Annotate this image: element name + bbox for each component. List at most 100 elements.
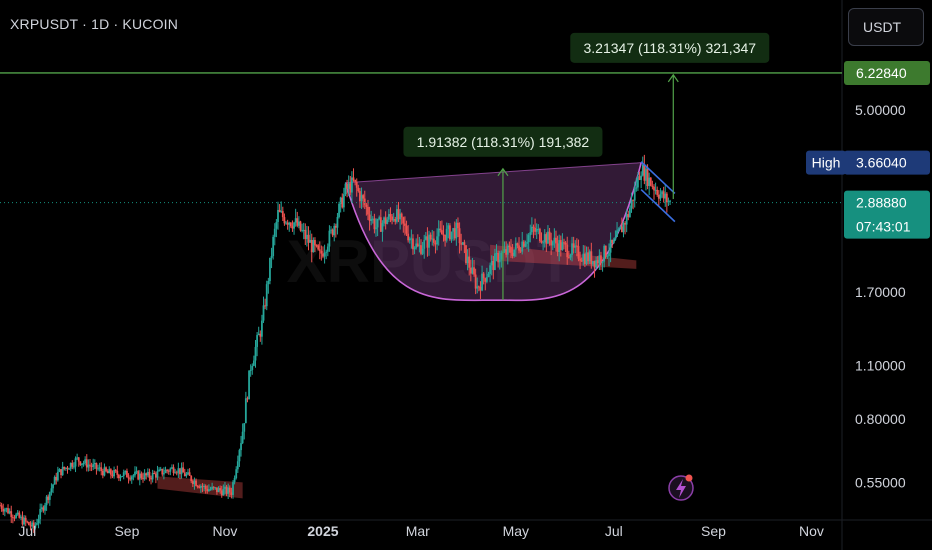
candle-body-319 [511, 252, 514, 256]
candle-body-336 [539, 228, 541, 242]
candle-body-232 [371, 218, 374, 220]
candle-body-189 [302, 229, 305, 231]
candle-body-153 [244, 398, 247, 424]
candle-body-297 [476, 286, 479, 289]
candle-body-135 [216, 487, 218, 493]
candle-body-147 [235, 469, 238, 479]
candle-body-310 [497, 253, 500, 263]
candle-body-57 [90, 465, 93, 467]
candle-body-291 [466, 256, 469, 264]
candle-body-366 [587, 252, 590, 262]
candle-body-252 [404, 223, 406, 226]
candle-body-284 [455, 222, 458, 239]
candle-body-193 [309, 239, 312, 243]
candle-body-106 [169, 468, 172, 472]
candle-body-156 [249, 369, 252, 371]
x-tick-3: 2025 [307, 523, 338, 539]
candle-body-341 [547, 231, 549, 244]
candle-body-233 [373, 218, 376, 230]
candle-body-239 [383, 217, 385, 224]
candle-body-42 [66, 467, 69, 469]
currency-selector-button[interactable]: USDT [848, 8, 924, 46]
candle-body-352 [564, 242, 567, 245]
candle-body-109 [174, 472, 177, 474]
candle-body-15 [23, 517, 26, 525]
candle-body-205 [328, 230, 331, 247]
candle-body-46 [73, 466, 75, 468]
notification-dot-icon [685, 474, 693, 482]
candle-body-340 [545, 234, 548, 244]
candle-body-317 [508, 245, 511, 248]
candle-body-219 [351, 177, 353, 193]
candle-body-194 [310, 239, 313, 253]
candle-body-144 [230, 492, 233, 495]
candle-body-0 [0, 505, 1, 507]
cup-rim-line [345, 162, 642, 184]
candle-body-24 [37, 519, 40, 524]
candle-body-175 [280, 211, 283, 213]
candle-body-117 [187, 472, 189, 475]
candle-body-226 [362, 195, 365, 199]
candle-body-311 [498, 259, 501, 263]
candle-body-406 [651, 185, 654, 187]
x-tick-7: Sep [701, 523, 726, 539]
candle-body-128 [204, 485, 207, 489]
candle-body-41 [64, 467, 67, 469]
candle-body-91 [145, 473, 148, 476]
candle-body-293 [469, 267, 472, 274]
lightning-icon [676, 479, 686, 498]
candle-body-136 [217, 488, 220, 493]
candle-body-80 [127, 477, 130, 479]
symbol-title: XRPUSDT · 1D · KUCOIN [10, 16, 179, 32]
candle-body-141 [225, 486, 228, 494]
candle-body-81 [129, 478, 132, 480]
candle-body-157 [251, 365, 254, 370]
candle-body-202 [323, 252, 326, 257]
candle-body-123 [196, 485, 199, 487]
candle-body-84 [134, 471, 136, 476]
bar-countdown-label: 07:43:01 [856, 219, 911, 235]
candle-body-281 [450, 231, 453, 240]
candle-body-148 [236, 461, 239, 470]
candle-body-363 [582, 253, 585, 262]
candle-body-259 [415, 243, 418, 248]
candle-body-85 [135, 471, 138, 473]
candle-body-300 [481, 273, 483, 291]
candle-body-416 [667, 201, 670, 203]
candle-body-305 [489, 265, 491, 274]
candle-body-390 [625, 214, 628, 225]
candle-body-49 [77, 457, 80, 462]
measure-label-box-1 [570, 32, 770, 63]
candle-body-216 [346, 183, 348, 189]
candle-body-171 [273, 228, 276, 237]
candle-body-209 [334, 225, 337, 228]
candle-body-127 [203, 485, 205, 487]
candle-body-51 [81, 463, 83, 465]
candle-body-396 [635, 187, 638, 189]
candle-body-39 [61, 466, 64, 476]
candle-body-188 [301, 230, 303, 232]
candle-body-22 [34, 524, 37, 528]
candle-body-321 [514, 243, 517, 250]
candle-body-389 [624, 222, 626, 225]
candle-body-113 [180, 467, 183, 475]
candle-body-119 [190, 475, 193, 482]
candle-body-325 [521, 241, 524, 252]
candle-body-414 [664, 193, 667, 199]
candle-body-31 [48, 492, 51, 500]
candle-body-158 [252, 360, 255, 366]
candle-body-63 [100, 467, 103, 471]
candle-body-237 [379, 217, 382, 232]
candle-body-120 [191, 481, 194, 485]
candle-body-272 [436, 236, 438, 245]
candle-body-268 [429, 234, 432, 240]
candle-body-95 [151, 472, 154, 480]
candle-body-398 [638, 176, 641, 180]
candle-body-316 [506, 245, 509, 255]
candle-body-139 [222, 488, 225, 496]
candle-body-181 [289, 222, 292, 227]
candle-body-200 [320, 250, 323, 254]
candle-body-384 [616, 230, 618, 238]
